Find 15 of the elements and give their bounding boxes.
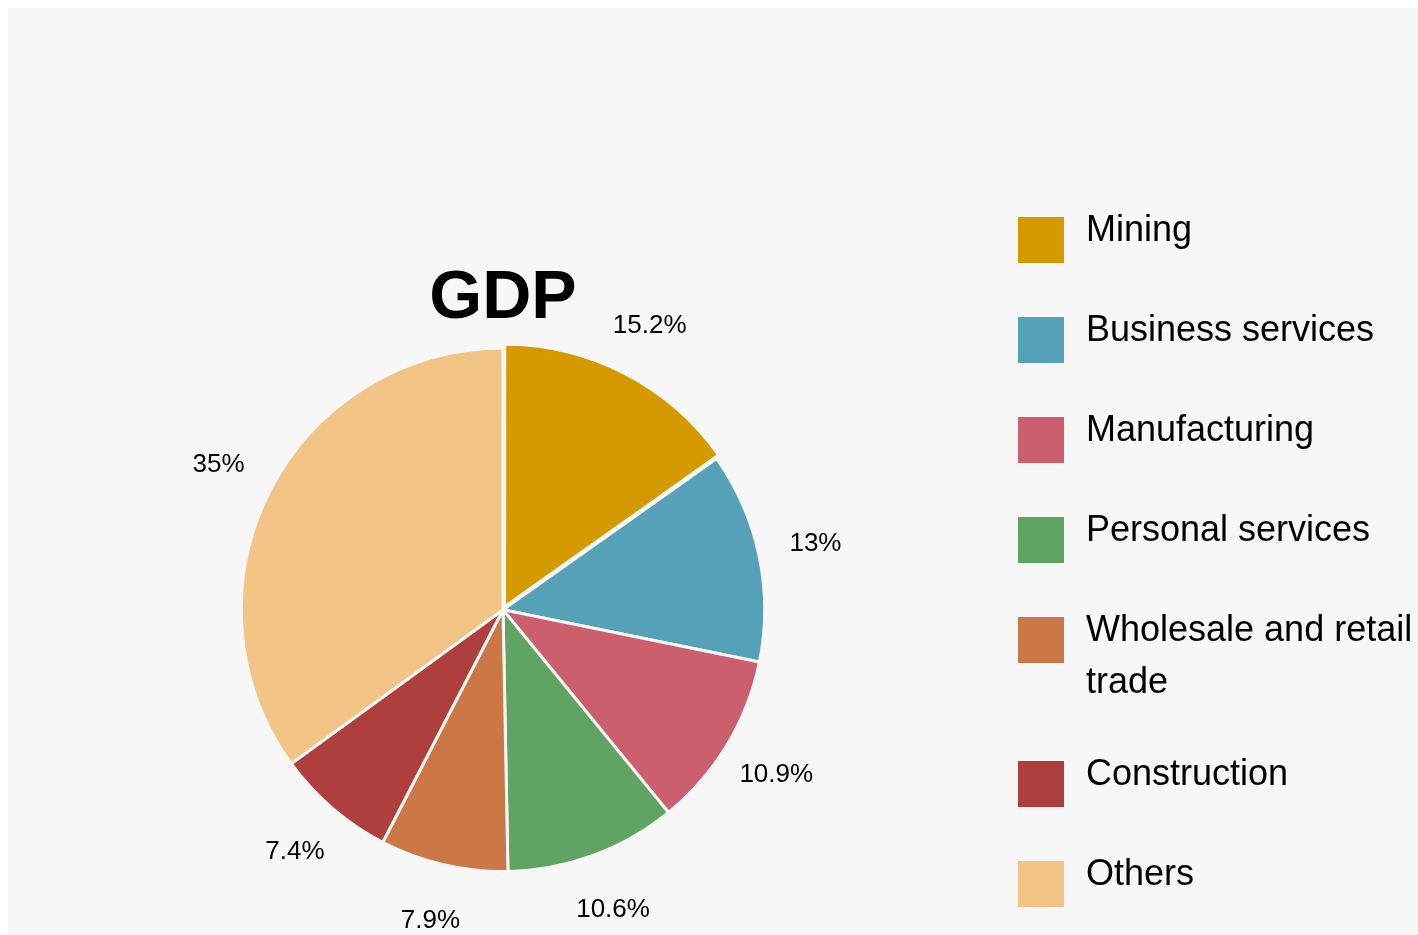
data-label: 7.4%: [265, 835, 325, 866]
data-label: 10.6%: [576, 892, 650, 923]
legend-label: Others: [1086, 851, 1195, 895]
text: GDP: [429, 255, 577, 332]
legend-label: Mining: [1086, 207, 1193, 251]
legend-label: Personal services: [1086, 507, 1371, 551]
data-label: 10.9%: [739, 758, 814, 789]
data-label: 35%: [192, 448, 245, 479]
legend-label: Business services: [1086, 307, 1375, 351]
data-label: 7.9%: [400, 903, 461, 934]
data-label: 15.2%: [612, 309, 687, 340]
legend-label: Construction: [1086, 751, 1289, 795]
data-label: 13%: [789, 527, 842, 558]
legend-label: Wholesale and retail trade: [1086, 607, 1414, 703]
legend-label: Manufacturing: [1086, 407, 1315, 451]
